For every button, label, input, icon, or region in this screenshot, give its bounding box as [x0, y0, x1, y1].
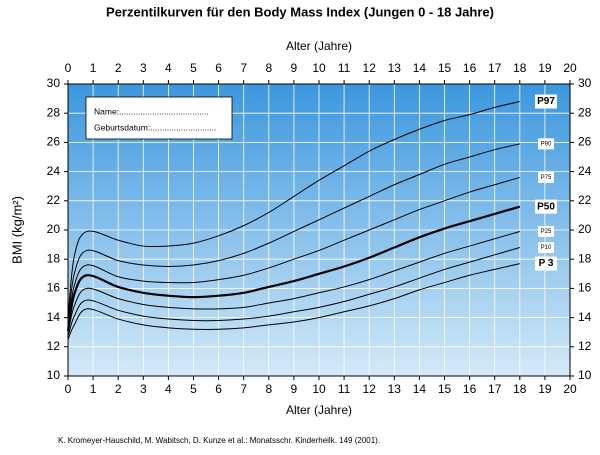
y-tick-label-right: 18: [578, 251, 592, 265]
y-tick-label: 26: [47, 135, 61, 149]
y-tick-label-right: 24: [578, 164, 592, 178]
x-tick-label: 19: [538, 382, 552, 396]
x-axis-label-top: Alter (Jahre): [286, 39, 352, 53]
legend-label: P50: [537, 201, 555, 212]
x-tick-label: 10: [312, 382, 326, 396]
x-tick-label: 18: [513, 382, 527, 396]
x-tick-label-top: 5: [190, 61, 197, 75]
legend-label: P25: [541, 229, 552, 235]
x-tick-label-top: 1: [90, 61, 97, 75]
x-tick-label-top: 18: [513, 61, 527, 75]
legend-box: [538, 225, 554, 237]
x-tick-label-top: 6: [215, 61, 222, 75]
y-tick-label: 24: [47, 164, 61, 178]
y-tick-label-right: 16: [578, 281, 592, 295]
y-tick-label: 22: [47, 193, 61, 207]
x-tick-label-top: 12: [363, 61, 377, 75]
y-tick-label: 16: [47, 281, 61, 295]
legend-label: P97: [537, 96, 555, 107]
x-tick-label: 13: [388, 382, 402, 396]
x-axis-label: Alter (Jahre): [286, 403, 352, 417]
x-tick-label-top: 14: [413, 61, 427, 75]
x-tick-label-top: 17: [488, 61, 502, 75]
x-tick-label: 12: [363, 382, 377, 396]
x-tick-label: 8: [265, 382, 272, 396]
x-tick-label-top: 13: [388, 61, 402, 75]
x-tick-label-top: 19: [538, 61, 552, 75]
percentile-line: [66, 205, 521, 331]
x-tick-label: 14: [413, 382, 427, 396]
percentile-line: [67, 176, 520, 327]
percentile-line: [67, 247, 520, 337]
legend-label: P75: [541, 175, 552, 181]
x-tick-label: 1: [90, 382, 97, 396]
legend-box: [535, 94, 557, 109]
chart-title: Perzentilkurven für den Body Mass Index …: [106, 4, 494, 19]
percentile-line: [67, 101, 520, 318]
legend-box: [538, 138, 554, 150]
y-tick-label-right: 22: [578, 193, 592, 207]
legend-box: [535, 199, 557, 214]
x-tick-label: 4: [165, 382, 172, 396]
x-tick-label-top: 2: [115, 61, 122, 75]
form-box: [85, 96, 233, 140]
legend-label: P 3: [539, 258, 554, 269]
x-tick-label: 11: [338, 382, 351, 396]
x-tick-label-top: 9: [291, 61, 298, 75]
y-tick-label-right: 30: [578, 76, 592, 90]
y-tick-label: 12: [47, 339, 61, 353]
legend-box: [538, 171, 554, 183]
x-tick-label: 9: [291, 382, 298, 396]
x-tick-label-top: 4: [165, 61, 172, 75]
x-tick-label-top: 11: [338, 61, 351, 75]
form-field: Name:...................................…: [94, 106, 209, 116]
y-axis-label: BMI (kg/m²): [9, 196, 24, 264]
x-tick-label-top: 10: [312, 61, 326, 75]
x-tick-label-top: 8: [265, 61, 272, 75]
form-field: Geburtsdatum:...........................…: [94, 122, 216, 132]
y-tick-label: 30: [47, 76, 61, 90]
x-tick-label: 7: [240, 382, 247, 396]
x-tick-label-top: 15: [438, 61, 452, 75]
x-tick-label-top: 0: [65, 61, 72, 75]
source: K. Kromeyer-Hauschild, M. Wabitsch, D. K…: [58, 436, 380, 445]
y-tick-label-right: 10: [578, 368, 592, 382]
percentile-line: [67, 143, 520, 323]
x-tick-label: 15: [438, 382, 452, 396]
legend-box: [535, 256, 557, 271]
y-tick-label-right: 14: [578, 310, 592, 324]
x-tick-label: 0: [65, 382, 72, 396]
x-tick-label: 17: [488, 382, 502, 396]
y-tick-label: 28: [47, 105, 61, 119]
percentile-line: [67, 263, 520, 340]
x-tick-label: 20: [563, 382, 577, 396]
y-tick-label-right: 12: [578, 339, 592, 353]
x-tick-label: 16: [463, 382, 477, 396]
x-tick-label: 3: [140, 382, 147, 396]
legend-label: P90: [541, 141, 552, 147]
x-tick-label: 2: [115, 382, 122, 396]
legend-box: [538, 242, 554, 254]
x-tick-label-top: 3: [140, 61, 147, 75]
y-tick-label-right: 20: [578, 222, 592, 236]
x-tick-label-top: 7: [240, 61, 247, 75]
x-tick-label-top: 16: [463, 61, 477, 75]
x-tick-label: 6: [215, 382, 222, 396]
y-tick-label: 10: [47, 368, 61, 382]
y-tick-label: 14: [47, 310, 61, 324]
x-tick-label: 5: [190, 382, 197, 396]
plot-frame: [67, 83, 571, 377]
y-tick-label-right: 26: [578, 135, 592, 149]
y-tick-label: 18: [47, 251, 61, 265]
x-tick-label-top: 20: [563, 61, 577, 75]
y-tick-label: 20: [47, 222, 61, 236]
percentile-line: [67, 230, 520, 334]
legend-label: P10: [541, 245, 552, 251]
y-tick-label-right: 28: [578, 105, 592, 119]
